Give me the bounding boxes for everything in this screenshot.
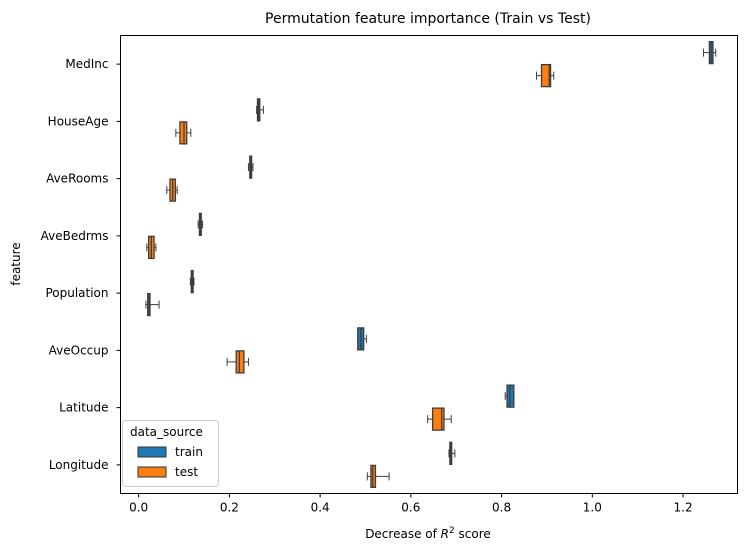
legend-label-test: test	[175, 465, 198, 479]
legend-label-train: train	[175, 445, 203, 459]
plot-frame	[120, 35, 738, 494]
y-tick-label: AveOccup	[49, 343, 109, 357]
box-train-AveBedrms	[197, 212, 204, 237]
box-test-AveRooms	[166, 178, 178, 202]
x-tick-label: 1.2	[674, 501, 693, 515]
box-train-Population	[189, 269, 195, 294]
y-axis-label: feature	[9, 242, 23, 285]
chart-title: Permutation feature importance (Train vs…	[265, 11, 591, 27]
box-iqr	[540, 63, 552, 88]
y-tick-label: Population	[45, 286, 108, 300]
x-axis-label: Decrease of R2 score	[365, 526, 491, 541]
box-train-MedInc	[702, 40, 717, 65]
legend-title: data_source	[130, 425, 203, 439]
x-tick-label: 0.8	[492, 501, 511, 515]
x-tick-label: 0.4	[311, 501, 330, 515]
x-tick-label: 0.6	[401, 501, 420, 515]
y-tick-label: AveBedrms	[41, 229, 109, 243]
x-tick-label: 0.0	[129, 501, 148, 515]
box-iqr	[235, 350, 245, 374]
box-iqr	[506, 384, 515, 408]
legend-swatch-train	[137, 446, 167, 458]
box-train-AveOccup	[357, 327, 367, 351]
y-tick-label: Latitude	[59, 401, 108, 415]
y-tick-label: HouseAge	[48, 114, 109, 128]
box-test-Latitude	[427, 407, 452, 431]
box-iqr	[431, 407, 445, 431]
box-test-AveOccup	[226, 350, 249, 374]
y-tick-label: MedInc	[65, 57, 108, 71]
box-train-Longitude	[448, 441, 456, 466]
box-test-Longitude	[366, 464, 390, 489]
box-test-Population	[145, 292, 160, 317]
legend: data_source train test	[122, 420, 219, 487]
y-tick-label: Longitude	[49, 458, 109, 472]
box-test-MedInc	[536, 63, 555, 88]
box-test-HouseAge	[175, 121, 192, 145]
legend-swatch-test	[137, 466, 167, 478]
box-train-AveRooms	[247, 155, 254, 179]
x-tick-label: 0.2	[220, 501, 239, 515]
box-train-HouseAge	[256, 98, 264, 122]
x-tick-label: 1.0	[583, 501, 602, 515]
box-iqr	[179, 121, 188, 145]
y-tick-label: AveRooms	[46, 172, 108, 186]
box-test-AveBedrms	[146, 235, 157, 260]
box-train-Latitude	[504, 384, 515, 408]
